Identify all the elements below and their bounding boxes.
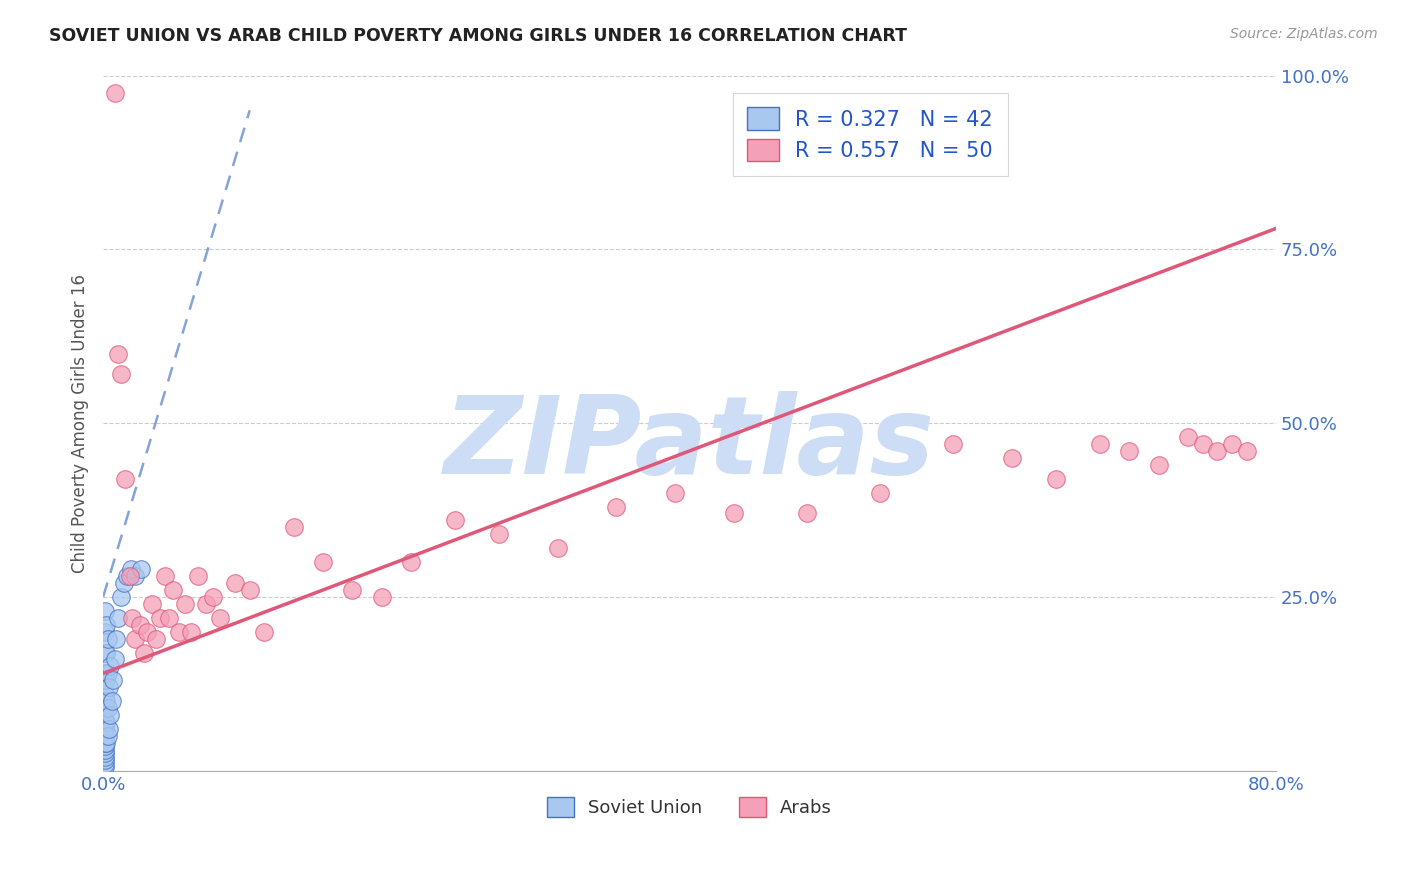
Point (124, 632, 146, 646)
Point (110, 590, 132, 604)
Point (488, 527, 510, 541)
Point (93, 743, 115, 757)
Point (118, 569, 141, 583)
Point (104, 652, 127, 666)
Point (107, 346, 129, 360)
Point (124, 569, 146, 583)
Point (136, 624, 159, 639)
Point (93, 722, 115, 736)
Point (399, 555, 422, 569)
Point (93, 646, 115, 660)
Point (105, 632, 128, 646)
Point (1206, 444, 1229, 458)
Point (93, 714, 115, 729)
Text: ZIPatlas: ZIPatlas (444, 391, 935, 497)
Point (547, 541, 569, 556)
Point (1177, 430, 1199, 444)
Point (174, 597, 197, 611)
Point (114, 472, 136, 486)
Point (100, 708, 122, 723)
Point (157, 611, 180, 625)
Point (93, 753, 115, 767)
Point (93, 739, 115, 754)
Point (312, 555, 335, 569)
Point (202, 590, 225, 604)
Point (93, 736, 115, 750)
Point (93, 666, 115, 681)
Point (93, 701, 115, 715)
Point (94, 617, 117, 632)
Point (444, 513, 467, 527)
Point (112, 576, 135, 591)
Point (93, 749, 115, 764)
Point (98, 680, 121, 694)
Point (93, 604, 115, 618)
Point (1118, 444, 1140, 458)
Point (93, 729, 115, 743)
Point (796, 507, 818, 521)
Y-axis label: Child Poverty Among Girls Under 16: Child Poverty Among Girls Under 16 (72, 274, 89, 573)
Point (194, 597, 217, 611)
Point (169, 624, 191, 639)
Point (94, 673, 117, 688)
Point (107, 611, 129, 625)
Point (187, 569, 209, 583)
Point (370, 590, 392, 604)
Point (224, 576, 246, 591)
Point (96, 729, 118, 743)
Point (869, 485, 891, 500)
Point (1191, 437, 1213, 451)
Point (96, 632, 118, 646)
Text: SOVIET UNION VS ARAB CHILD POVERTY AMONG GIRLS UNDER 16 CORRELATION CHART: SOVIET UNION VS ARAB CHILD POVERTY AMONG… (49, 27, 907, 45)
Point (134, 646, 156, 660)
Point (342, 582, 364, 597)
Point (723, 507, 745, 521)
Point (96, 701, 118, 715)
Point (1147, 458, 1170, 472)
Point (162, 582, 184, 597)
Point (153, 569, 176, 583)
Point (93, 756, 115, 771)
Point (94, 736, 117, 750)
Legend: Soviet Union, Arabs: Soviet Union, Arabs (540, 790, 839, 824)
Point (209, 611, 232, 625)
Point (121, 611, 143, 625)
Point (100, 659, 122, 673)
Point (110, 368, 132, 382)
Point (129, 562, 152, 576)
Point (101, 694, 124, 708)
Text: Source: ZipAtlas.com: Source: ZipAtlas.com (1230, 27, 1378, 41)
Point (93, 687, 115, 701)
Point (1001, 450, 1024, 465)
Point (664, 485, 686, 500)
Point (942, 437, 965, 451)
Point (115, 569, 138, 583)
Point (93, 747, 115, 761)
Point (93, 624, 115, 639)
Point (253, 624, 276, 639)
Point (1236, 444, 1258, 458)
Point (104, 86, 127, 100)
Point (103, 673, 125, 688)
Point (1088, 437, 1111, 451)
Point (1045, 472, 1067, 486)
Point (149, 611, 172, 625)
Point (93, 760, 115, 774)
Point (96, 666, 118, 681)
Point (94, 694, 117, 708)
Point (120, 562, 142, 576)
Point (283, 520, 305, 534)
Point (180, 624, 202, 639)
Point (1220, 437, 1243, 451)
Point (141, 597, 163, 611)
Point (94, 714, 117, 729)
Point (605, 500, 627, 514)
Point (145, 632, 167, 646)
Point (128, 617, 150, 632)
Point (98, 722, 121, 736)
Point (239, 582, 262, 597)
Point (94, 646, 117, 660)
